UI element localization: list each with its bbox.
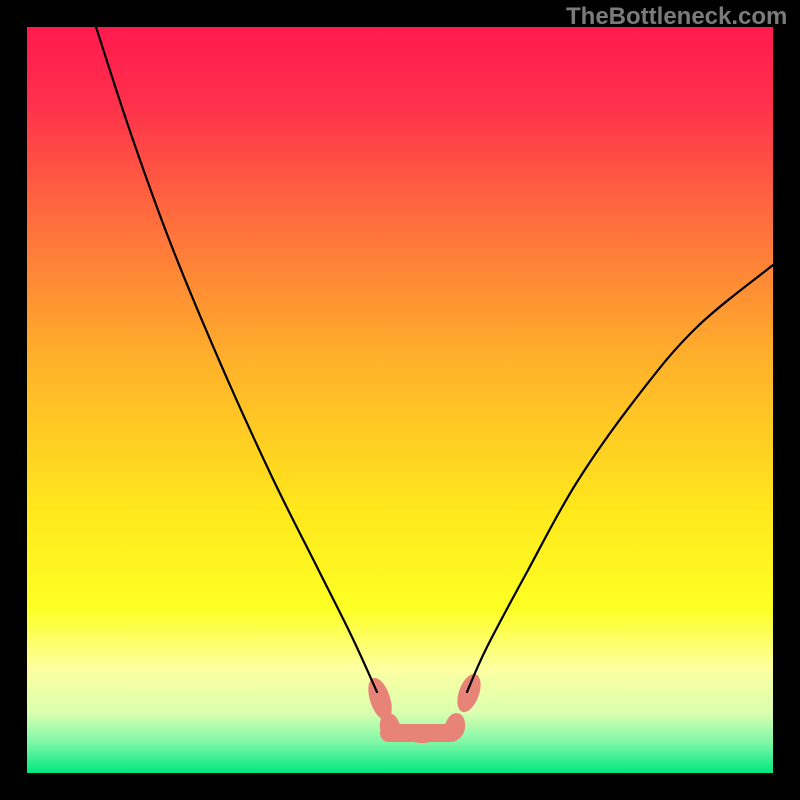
curve-left-branch [96,27,377,692]
curve-right-branch [467,265,773,692]
bottleneck-curve [0,0,800,800]
chart-frame: TheBottleneck.com [0,0,800,800]
watermark-text: TheBottleneck.com [566,3,787,31]
bottom-marker-shape [364,671,486,743]
